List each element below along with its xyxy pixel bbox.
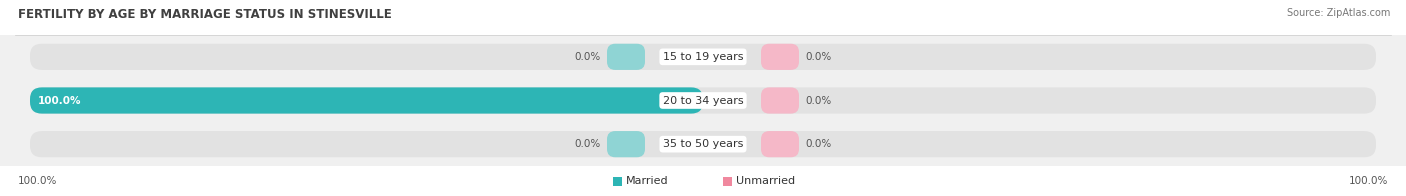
Text: 100.0%: 100.0% (18, 176, 58, 186)
Bar (0, 35, 1406, 166)
Bar (0, 0, 1406, 35)
Bar (0, 166, 1406, 196)
FancyBboxPatch shape (30, 44, 1376, 70)
FancyBboxPatch shape (30, 87, 703, 114)
FancyBboxPatch shape (30, 131, 1376, 157)
Text: 0.0%: 0.0% (806, 139, 831, 149)
Text: Unmarried: Unmarried (735, 176, 796, 186)
FancyBboxPatch shape (30, 87, 1376, 114)
FancyBboxPatch shape (761, 44, 799, 70)
Text: 0.0%: 0.0% (575, 139, 600, 149)
FancyBboxPatch shape (761, 131, 799, 157)
Text: 15 to 19 years: 15 to 19 years (662, 52, 744, 62)
Bar (613, 177, 621, 185)
Text: 0.0%: 0.0% (806, 95, 831, 105)
Text: 35 to 50 years: 35 to 50 years (662, 139, 744, 149)
Text: FERTILITY BY AGE BY MARRIAGE STATUS IN STINESVILLE: FERTILITY BY AGE BY MARRIAGE STATUS IN S… (18, 8, 392, 21)
Text: 20 to 34 years: 20 to 34 years (662, 95, 744, 105)
FancyBboxPatch shape (761, 87, 799, 114)
Text: 100.0%: 100.0% (1348, 176, 1388, 186)
Bar (723, 177, 733, 185)
Text: Source: ZipAtlas.com: Source: ZipAtlas.com (1286, 8, 1391, 18)
Text: 0.0%: 0.0% (806, 52, 831, 62)
Text: 0.0%: 0.0% (575, 52, 600, 62)
FancyBboxPatch shape (607, 131, 645, 157)
Text: Married: Married (626, 176, 669, 186)
FancyBboxPatch shape (607, 44, 645, 70)
Text: 100.0%: 100.0% (38, 95, 82, 105)
